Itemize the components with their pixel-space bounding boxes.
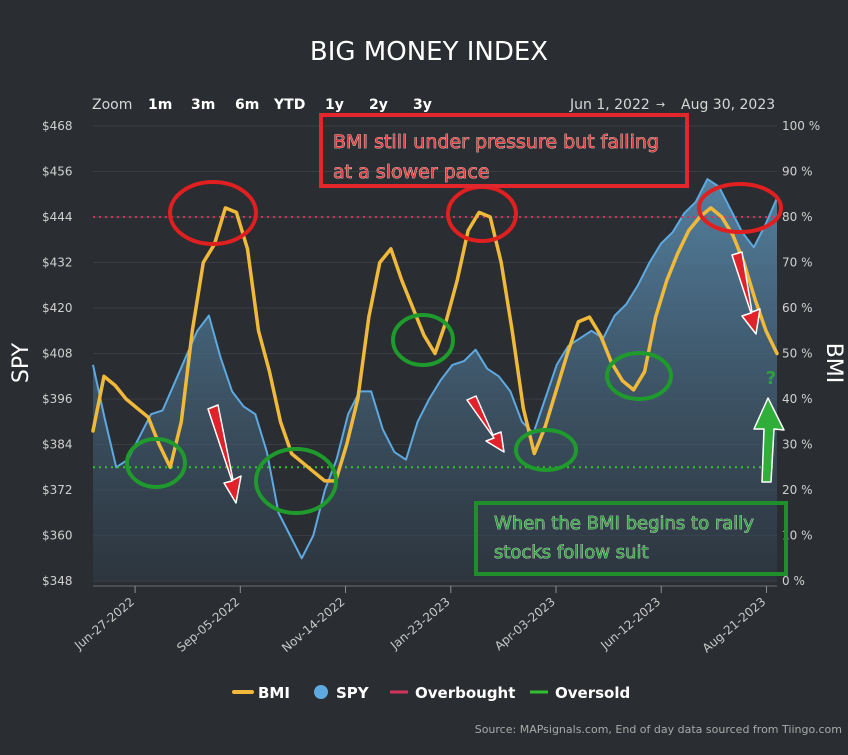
x-tick-label: Jan-23-2023	[387, 595, 453, 653]
spy-line	[92, 178, 778, 560]
x-tick-label: Apr-03-2023	[492, 595, 558, 654]
zoom-1m[interactable]: 1m	[148, 97, 172, 113]
right-axis-label: BMI	[821, 343, 846, 384]
left-axis-label: SPY	[9, 342, 34, 383]
green-circles	[125, 313, 673, 515]
right-tick-label: 20 %	[782, 483, 813, 497]
green-annotation-line-2: stocks follow suit	[494, 542, 649, 563]
red-arrow-3	[731, 251, 761, 335]
right-tick-label: 70 %	[782, 256, 813, 270]
legend-spy-swatch	[314, 685, 328, 699]
right-tick-label: 90 %	[782, 165, 813, 179]
date-range-from[interactable]: Jun 1, 2022	[569, 97, 650, 113]
zoom-ytd[interactable]: YTD	[273, 97, 305, 113]
zoom-bar: Zoom 1m 3m 6m YTD 1y 2y 3y	[92, 97, 432, 113]
zoom-3y[interactable]: 3y	[413, 97, 432, 113]
date-range: Jun 1, 2022 → Aug 30, 2023	[569, 97, 775, 113]
red-circle-1	[168, 180, 258, 246]
zoom-2y[interactable]: 2y	[369, 97, 388, 113]
green-arrow	[753, 397, 785, 483]
left-tick-label: $420	[42, 301, 73, 315]
left-tick-label: $456	[42, 165, 73, 179]
x-tick-label: Sep-05-2022	[174, 595, 242, 655]
legend-item-overbought[interactable]: Overbought	[390, 684, 515, 702]
red-annotation-line-1: BMI still under pressure but falling	[333, 131, 659, 153]
left-tick-label: $432	[42, 256, 73, 270]
date-range-to[interactable]: Aug 30, 2023	[681, 97, 775, 113]
legend-item-bmi[interactable]: BMI	[232, 684, 290, 702]
source-note: Source: MAPsignals.com, End of day data …	[475, 723, 842, 736]
green-annotation-box	[474, 501, 788, 576]
left-tick-label: $348	[42, 574, 73, 588]
legend: BMI SPY Overbought Oversold	[232, 684, 630, 702]
legend-bmi-label: BMI	[258, 684, 290, 702]
right-tick-label: 10 %	[782, 529, 813, 543]
green-circle-2	[254, 447, 338, 515]
left-axis-ticks: $468 $456 $444 $432 $420 $408 $396 $384 $372 $360…	[42, 119, 73, 588]
right-tick-label: 60 %	[782, 301, 813, 315]
legend-item-oversold[interactable]: Oversold	[530, 684, 630, 702]
green-circle-3	[391, 313, 455, 367]
right-tick-label: 40 %	[782, 392, 813, 406]
green-circle-4	[514, 428, 578, 472]
right-tick-label: 100 %	[782, 119, 820, 133]
legend-spy-label: SPY	[336, 684, 370, 702]
left-tick-label: $384	[42, 438, 73, 452]
red-annotation-box	[319, 113, 689, 188]
red-circle-3	[697, 182, 783, 234]
red-arrow-1	[207, 404, 242, 504]
bmi-line	[91, 206, 779, 483]
right-tick-label: 0 %	[782, 574, 805, 588]
green-circle-5	[605, 351, 673, 401]
left-tick-label: $372	[42, 483, 73, 497]
x-tick-label: Aug-21-2023	[700, 595, 769, 656]
x-tick-label: Jun-12-2023	[597, 595, 663, 653]
date-range-arrow: →	[656, 98, 665, 111]
right-tick-label: 80 %	[782, 210, 813, 224]
right-tick-label: 30 %	[782, 438, 813, 452]
legend-item-spy[interactable]: SPY	[314, 684, 370, 702]
right-axis-ticks: 100 % 90 % 80 % 70 % 60 % 50 % 40 % 30 % 20 % 10 …	[782, 119, 820, 588]
left-tick-label: $444	[42, 210, 73, 224]
legend-overbought-label: Overbought	[415, 684, 515, 702]
right-tick-label: 50 %	[782, 347, 813, 361]
spy-area	[93, 179, 777, 581]
question-mark: ?	[766, 368, 776, 389]
x-tick-label: Jun-27-2022	[71, 595, 137, 653]
zoom-6m[interactable]: 6m	[235, 97, 259, 113]
zoom-3m[interactable]: 3m	[191, 97, 215, 113]
x-axis-ticks: Jun-27-2022 Sep-05-2022 Nov-14-2022 Jan-23-…	[71, 585, 777, 656]
x-tick-label: Nov-14-2022	[279, 595, 347, 656]
left-tick-label: $468	[42, 119, 73, 133]
red-annotation-line-2: at a slower pace	[333, 161, 490, 183]
red-arrows	[207, 251, 761, 504]
red-arrow-2	[466, 395, 505, 453]
zoom-1y[interactable]: 1y	[325, 97, 344, 113]
plot-area	[91, 178, 779, 581]
left-tick-label: $396	[42, 392, 73, 406]
green-circle-1	[125, 437, 187, 489]
zoom-label: Zoom	[92, 97, 132, 113]
legend-oversold-label: Oversold	[555, 684, 630, 702]
left-tick-label: $360	[42, 529, 73, 543]
left-tick-label: $408	[42, 347, 73, 361]
green-annotation-line-1: When the BMI begins to rally	[494, 513, 754, 534]
chart-title: BIG MONEY INDEX	[310, 37, 548, 67]
